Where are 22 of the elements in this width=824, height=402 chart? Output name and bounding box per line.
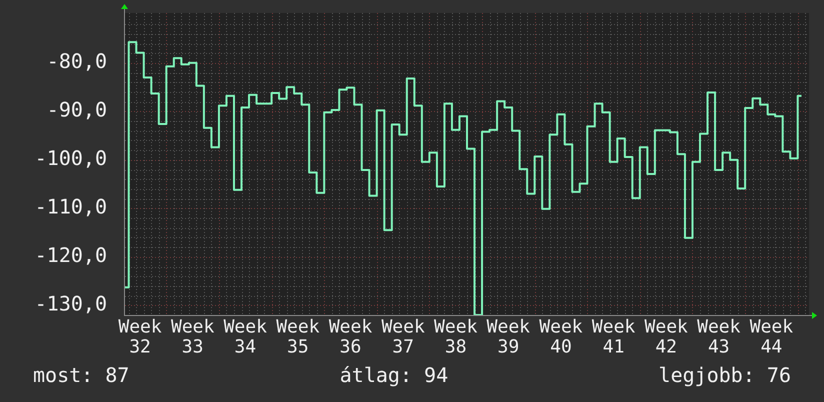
x-tick-label: Week 37 bbox=[381, 316, 425, 358]
x-tick-label: Week 41 bbox=[592, 316, 636, 358]
y-tick-label: -120,0 bbox=[34, 243, 107, 268]
x-tick-label: Week 44 bbox=[750, 316, 794, 358]
y-tick-label: -80,0 bbox=[46, 49, 107, 74]
text: legjobb: 76 bbox=[658, 363, 791, 387]
y-tick-label: -110,0 bbox=[34, 194, 107, 219]
y-tick-label: -90,0 bbox=[46, 98, 107, 122]
x-tick-label: Week 39 bbox=[486, 316, 530, 358]
x-tick-label: Week 43 bbox=[697, 316, 741, 358]
x-tick-label: Week 40 bbox=[539, 316, 583, 358]
text: átlag: 94 bbox=[340, 363, 448, 387]
x-tick-label: Week 36 bbox=[328, 316, 372, 358]
x-tick-label: Week 42 bbox=[644, 316, 688, 358]
x-tick-label: Week 33 bbox=[170, 316, 214, 358]
x-tick-label: Week 34 bbox=[224, 316, 268, 358]
y-tick-label: -130,0 bbox=[34, 292, 107, 316]
x-tick-label: Week 38 bbox=[434, 316, 478, 358]
y-tick-label: -100,0 bbox=[34, 146, 107, 170]
x-tick-label: Week 35 bbox=[276, 316, 320, 358]
x-tick-label: Week 32 bbox=[118, 316, 162, 358]
text: most: 87 bbox=[33, 363, 130, 387]
